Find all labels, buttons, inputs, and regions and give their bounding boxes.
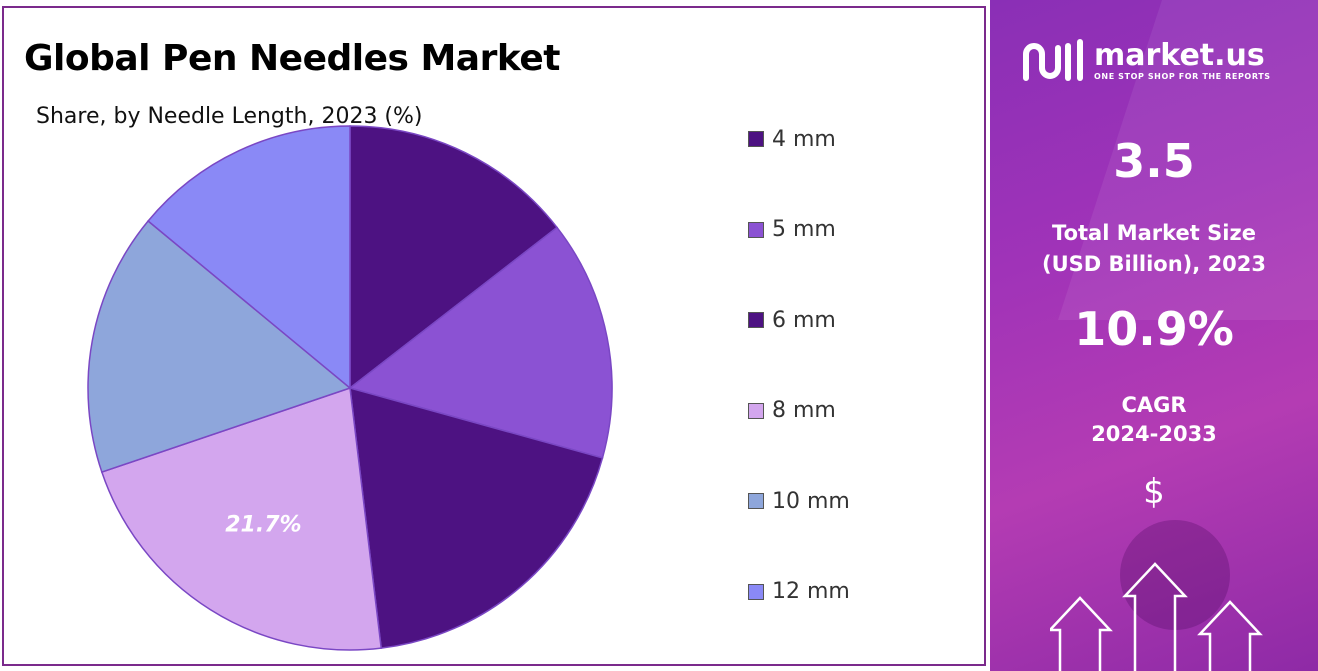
legend-item-10-mm: 10 mm — [748, 486, 850, 516]
legend-item-5-mm: 5 mm — [748, 215, 836, 245]
dollar-icon: $ — [1143, 472, 1165, 512]
market-size-value: 3.5 — [1113, 134, 1195, 188]
pie-slice-10-mm — [87, 219, 352, 474]
market-size-label-line2: (USD Billion), 2023 — [1041, 252, 1267, 276]
pie-slice-4-mm — [349, 125, 559, 390]
legend-swatch — [748, 402, 764, 419]
legend-label: 12 mm — [772, 579, 850, 604]
market-us-logo-icon — [1023, 39, 1083, 81]
legend-swatch — [748, 221, 764, 238]
pie-slice-12-mm — [147, 125, 351, 390]
cagr-period: 2024-2033 — [1091, 422, 1217, 446]
cagr-value: 10.9% — [1074, 302, 1234, 356]
summary-panel: market.us ONE STOP SHOP FOR THE REPORTS … — [990, 0, 1318, 671]
legend-swatch — [748, 131, 764, 147]
legend-label: 6 mm — [772, 307, 836, 333]
pie-slice-5-mm — [348, 226, 613, 459]
chart-title: Global Pen Needles Market — [24, 38, 560, 79]
pie-data-label: 21.7% — [225, 512, 301, 537]
legend-label: 10 mm — [772, 488, 850, 514]
market-size-label-line1: Total Market Size — [1052, 221, 1256, 245]
legend-item-12-mm: 12 mm — [748, 577, 850, 607]
legend-swatch — [748, 583, 764, 600]
legend-swatch — [748, 312, 764, 328]
legend-swatch — [748, 493, 764, 509]
legend-label: 5 mm — [772, 217, 836, 242]
cagr-label: CAGR — [1121, 393, 1187, 417]
legend-item-4-mm: 4 mm — [748, 124, 836, 154]
chart-panel: Global Pen Needles Market Share, by Need… — [2, 6, 986, 666]
brand-name: market.us — [1094, 37, 1265, 73]
growth-arrows-icon — [1050, 562, 1263, 671]
legend-item-6-mm: 6 mm — [748, 305, 836, 335]
pie-slice-6-mm — [349, 386, 604, 649]
pie-slice-8-mm — [100, 386, 383, 651]
brand-tagline: ONE STOP SHOP FOR THE REPORTS — [1094, 71, 1271, 81]
legend-label: 4 mm — [772, 126, 836, 152]
legend-item-8-mm: 8 mm — [748, 396, 836, 426]
pie-chart: 21.7% — [87, 125, 613, 651]
chart-subtitle: Share, by Needle Length, 2023 (%) — [36, 104, 423, 129]
legend-label: 8 mm — [772, 398, 836, 423]
brand-logo: market.us ONE STOP SHOP FOR THE REPORTS — [1022, 38, 1271, 82]
